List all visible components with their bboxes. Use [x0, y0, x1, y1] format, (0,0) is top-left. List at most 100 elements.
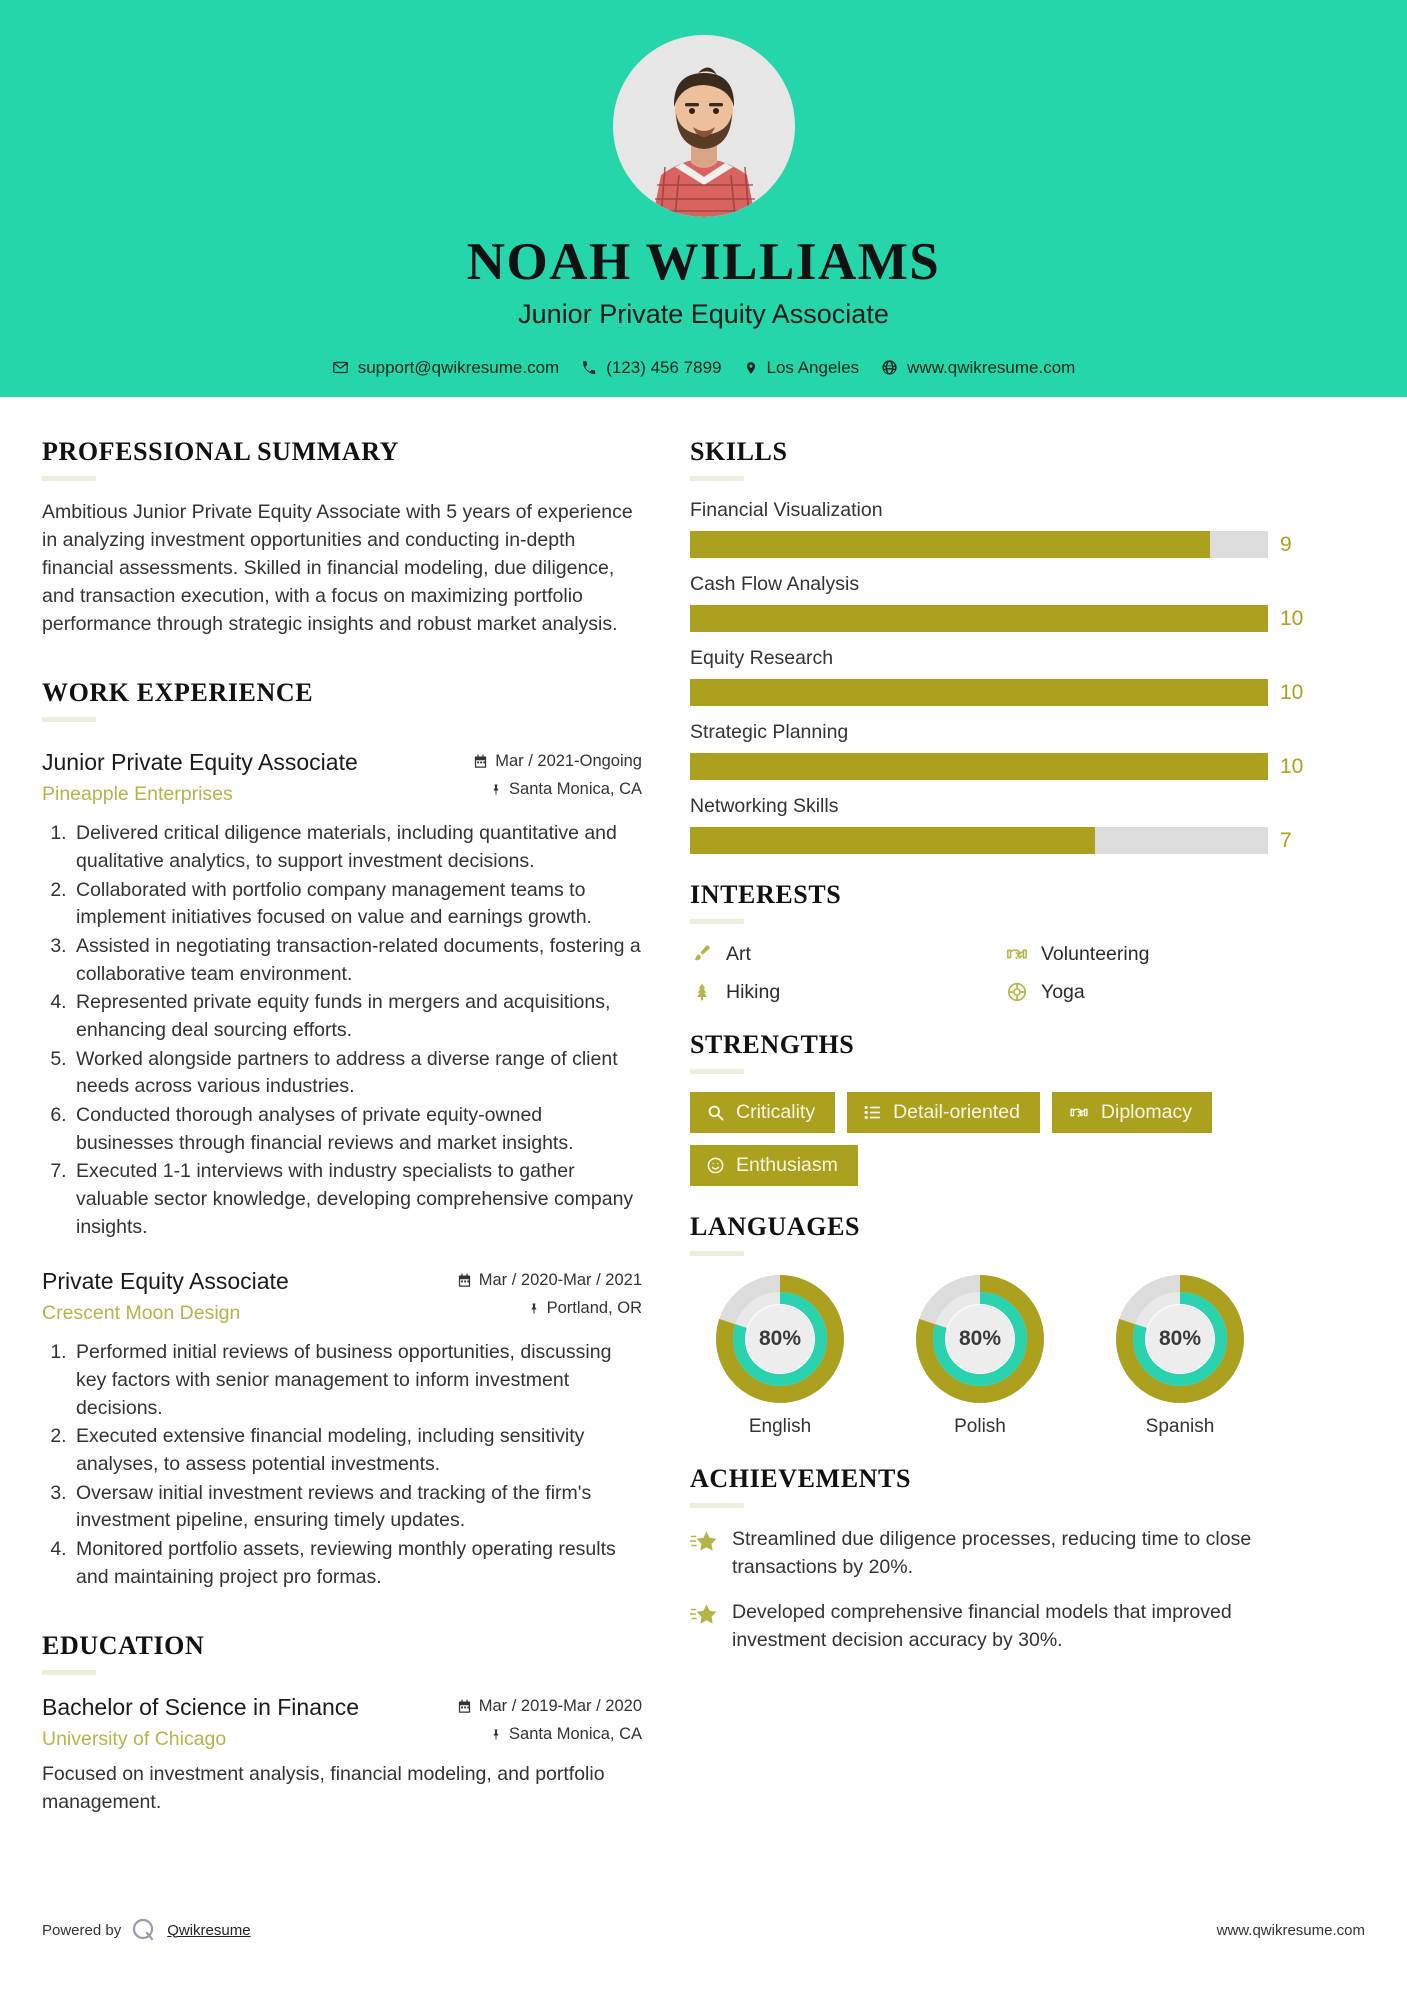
language-percent: 80% — [958, 1327, 1002, 1350]
section-skills: SKILLS Financial Visualization 9 Cash Fl… — [690, 437, 1310, 854]
skill-bar-row: 7 — [690, 827, 1310, 854]
work-bullet: Conducted thorough analyses of private e… — [72, 1102, 642, 1157]
section-title: WORK EXPERIENCE — [42, 678, 314, 708]
contact-phone[interactable]: (123) 456 7899 — [581, 358, 722, 378]
section-education: EDUCATION Bachelor of Science in Finance… — [42, 1631, 642, 1816]
work-entry: Junior Private Equity Associate Pineappl… — [42, 748, 642, 1241]
work-entry-header: Private Equity Associate Crescent Moon D… — [42, 1267, 642, 1325]
strength-label: Diplomacy — [1100, 1101, 1192, 1123]
skill-label: Equity Research — [690, 647, 834, 669]
strengths-list: Criticality Detail-oriented — [690, 1092, 1310, 1186]
skill-track — [690, 679, 1268, 706]
footer-url[interactable]: www.qwikresume.com — [1216, 1921, 1365, 1939]
work-bullet: Executed extensive financial modeling, i… — [72, 1423, 642, 1478]
work-entry-meta: Mar / 2020-Mar / 2021 Portland, OR — [457, 1267, 642, 1318]
section-title: PROFESSIONAL SUMMARY — [42, 437, 400, 466]
work-bullet: Performed initial reviews of business op… — [72, 1339, 642, 1422]
skill-item: Cash Flow Analysis 10 — [690, 573, 1310, 632]
work-bullet: Collaborated with portfolio company mana… — [72, 877, 642, 932]
powered-by: Powered by Qwikresume — [42, 1917, 251, 1943]
interest-label: Art — [726, 942, 751, 965]
qwikresume-link[interactable]: Qwikresume — [167, 1921, 251, 1939]
section-title: EDUCATION — [42, 1631, 205, 1661]
strength-label: Criticality — [736, 1101, 816, 1123]
work-bullet: Assisted in negotiating transaction-rela… — [72, 933, 642, 988]
skill-track — [690, 531, 1268, 558]
contact-row: support@qwikresume.com (123) 456 7899 Lo… — [332, 357, 1075, 378]
section-rule — [42, 717, 96, 723]
section-work-experience: WORK EXPERIENCE Junior Private Equity As… — [42, 678, 642, 1591]
section-rule — [690, 919, 744, 924]
pin-icon — [490, 782, 502, 797]
powered-by-label: Powered by — [42, 1921, 122, 1939]
contact-email[interactable]: support@qwikresume.com — [332, 357, 560, 378]
section-languages: LANGUAGES 80% — [690, 1212, 1310, 1438]
left-column: PROFESSIONAL SUMMARY Ambitious Junior Pr… — [42, 437, 642, 1817]
full-name: NOAH WILLIAMS — [466, 233, 941, 291]
work-entry-header: Junior Private Equity Associate Pineappl… — [42, 748, 642, 806]
section-professional-summary: PROFESSIONAL SUMMARY Ambitious Junior Pr… — [42, 437, 642, 638]
contact-website[interactable]: www.qwikresume.com — [881, 358, 1075, 378]
skill-item: Networking Skills 7 — [690, 795, 1310, 854]
list-icon — [863, 1103, 882, 1122]
contact-website-text: www.qwikresume.com — [907, 357, 1076, 377]
skill-value: 7 — [1280, 828, 1292, 852]
pin-icon — [528, 1301, 540, 1316]
work-location-text: Portland, OR — [546, 1299, 642, 1318]
languages-list: 80% English — [690, 1274, 1310, 1438]
section-rule — [690, 1503, 744, 1508]
section-title: INTERESTS — [690, 880, 842, 909]
education-entry: Bachelor of Science in Finance Universit… — [42, 1693, 642, 1816]
contact-location[interactable]: Los Angeles — [744, 357, 860, 378]
strength-diplomacy: Diplomacy — [1051, 1092, 1212, 1133]
contact-location-text: Los Angeles — [766, 357, 860, 377]
education-location-text: Santa Monica, CA — [509, 1725, 642, 1744]
section-rule — [690, 476, 744, 481]
work-role: Junior Private Equity Associate — [42, 749, 358, 776]
education-entry-titles: Bachelor of Science in Finance Universit… — [42, 1693, 457, 1751]
language-item: 80% Spanish — [1090, 1274, 1270, 1438]
skill-bar-row: 10 — [690, 679, 1310, 706]
contact-email-text: support@qwikresume.com — [357, 357, 560, 377]
interest-item: Yoga — [1005, 980, 1310, 1004]
work-entry: Private Equity Associate Crescent Moon D… — [42, 1267, 642, 1591]
strength-criticality: Criticality — [690, 1092, 836, 1133]
calendar-icon — [473, 754, 488, 769]
interest-item: Volunteering — [1005, 942, 1310, 966]
education-degree: Bachelor of Science in Finance — [42, 1694, 360, 1721]
section-title: STRENGTHS — [690, 1030, 855, 1059]
skill-item: Financial Visualization 9 — [690, 499, 1310, 558]
section-title: SKILLS — [690, 437, 788, 466]
skill-value: 10 — [1280, 680, 1304, 704]
right-column: SKILLS Financial Visualization 9 Cash Fl… — [689, 437, 1310, 1817]
smiley-icon — [706, 1156, 725, 1175]
skill-bar-row: 10 — [690, 605, 1310, 632]
interest-item: Art — [690, 942, 995, 966]
tree-icon — [690, 980, 714, 1004]
phone-icon — [581, 360, 597, 376]
language-label: English — [748, 1416, 812, 1437]
resume-header: NOAH WILLIAMS Junior Private Equity Asso… — [0, 0, 1407, 397]
section-interests: INTERESTS Art — [690, 880, 1310, 1004]
education-school: University of Chicago — [42, 1728, 227, 1751]
job-title: Junior Private Equity Associate — [518, 298, 889, 329]
globe-icon — [881, 359, 898, 376]
language-donut-chart: 80% — [1115, 1274, 1245, 1404]
achievement-text: Streamlined due diligence processes, red… — [732, 1528, 1252, 1578]
interest-label: Volunteering — [1041, 942, 1150, 965]
section-title: ACHIEVEMENTS — [690, 1464, 912, 1493]
language-label: Spanish — [1145, 1416, 1215, 1437]
summary-text: Ambitious Junior Private Equity Associat… — [42, 501, 633, 635]
work-bullet: Worked alongside partners to address a d… — [72, 1046, 642, 1101]
skill-fill — [690, 531, 1211, 558]
work-date-text: Mar / 2021-Ongoing — [495, 752, 642, 771]
achievement-item: Streamlined due diligence processes, red… — [689, 1526, 1310, 1581]
yoga-icon — [1005, 980, 1029, 1004]
section-rule — [42, 1670, 96, 1676]
section-achievements: ACHIEVEMENTS Streamlined due diligence p… — [689, 1464, 1310, 1655]
star-icon — [689, 1529, 718, 1560]
skill-item: Strategic Planning 10 — [690, 721, 1310, 780]
work-date: Mar / 2021-Ongoing — [473, 752, 642, 771]
education-entry-header: Bachelor of Science in Finance Universit… — [42, 1693, 642, 1751]
